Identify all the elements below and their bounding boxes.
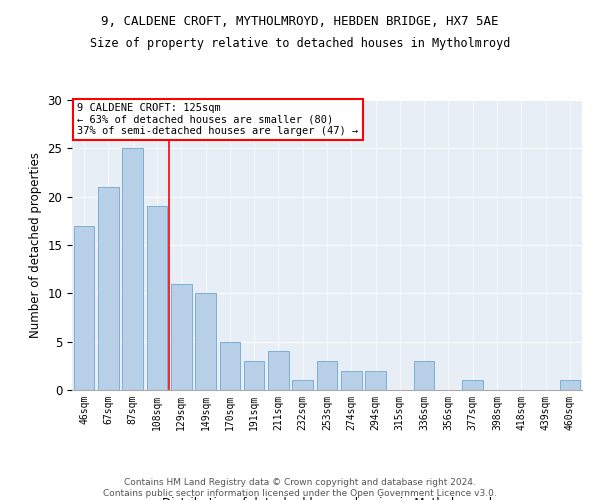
Bar (74, 226, 94, 390)
Bar (146, 206, 167, 390)
Bar (463, 380, 483, 390)
Bar (122, 148, 143, 390)
X-axis label: Distribution of detached houses by size in Mytholmroyd: Distribution of detached houses by size … (162, 497, 492, 500)
Bar (220, 342, 240, 390)
Text: 9, CALDENE CROFT, MYTHOLMROYD, HEBDEN BRIDGE, HX7 5AE: 9, CALDENE CROFT, MYTHOLMROYD, HEBDEN BR… (101, 15, 499, 28)
Bar (560, 380, 580, 390)
Bar (244, 361, 265, 390)
Bar (171, 284, 191, 390)
Text: 9 CALDENE CROFT: 125sqm
← 63% of detached houses are smaller (80)
37% of semi-de: 9 CALDENE CROFT: 125sqm ← 63% of detache… (77, 103, 358, 136)
Bar (195, 294, 216, 390)
Bar (341, 370, 362, 390)
Y-axis label: Number of detached properties: Number of detached properties (29, 152, 42, 338)
Text: Contains HM Land Registry data © Crown copyright and database right 2024.
Contai: Contains HM Land Registry data © Crown c… (103, 478, 497, 498)
Bar (365, 370, 386, 390)
Bar (268, 352, 289, 390)
Bar (414, 361, 434, 390)
Bar (317, 361, 337, 390)
Bar (98, 187, 119, 390)
Text: Size of property relative to detached houses in Mytholmroyd: Size of property relative to detached ho… (90, 38, 510, 51)
Bar (292, 380, 313, 390)
